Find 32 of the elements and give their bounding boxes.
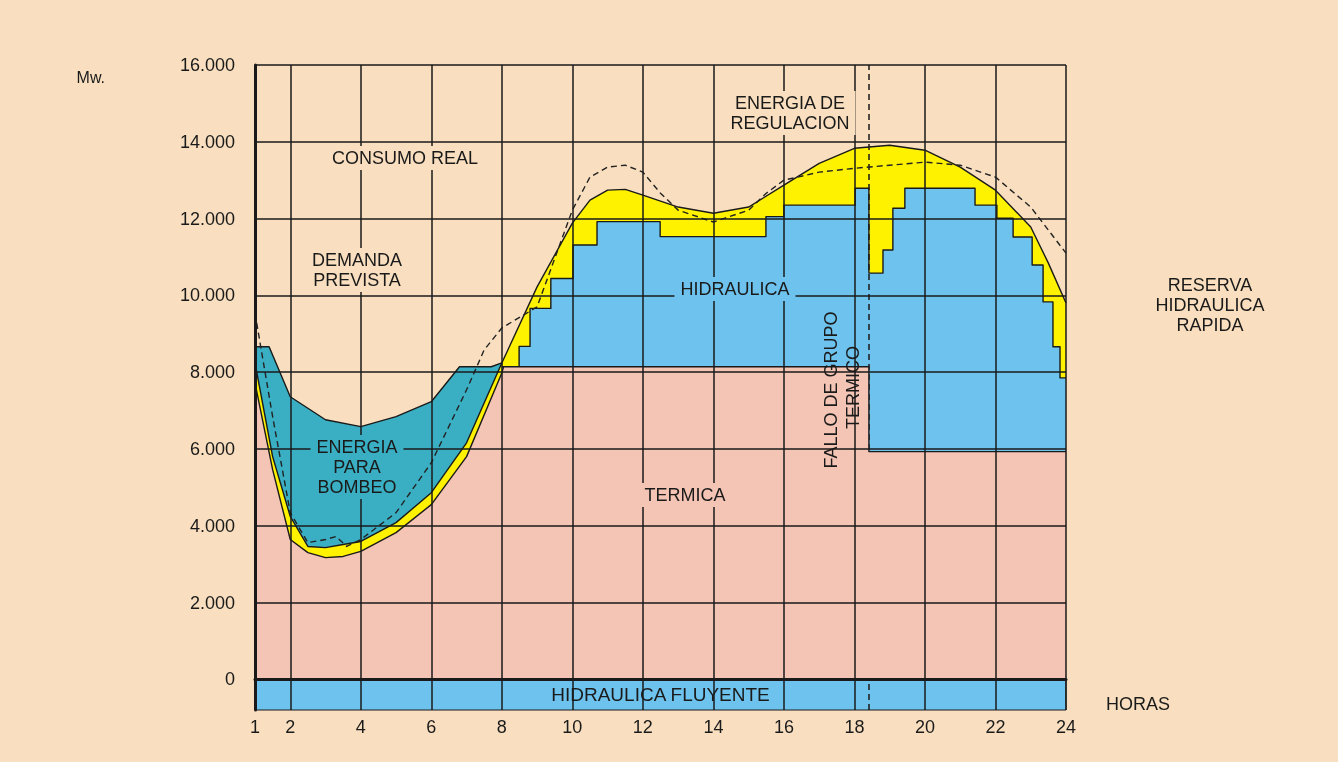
x-tick-label: 6	[426, 717, 437, 737]
x-tick-label: 18	[844, 717, 865, 737]
y-tick-label: 10.000	[179, 285, 235, 306]
x-tick-label: 22	[985, 717, 1006, 737]
x-tick-label: 20	[914, 717, 935, 737]
y-tick-label: 0	[224, 669, 235, 690]
x-tick-label: 4	[355, 717, 366, 737]
annotation: CONSUMO REAL	[331, 148, 479, 168]
x-tick-label: 10	[562, 717, 583, 737]
y-tick-label: 6.000	[189, 438, 235, 459]
x-tick-label: 8	[496, 717, 507, 737]
x-tick-label: 1	[249, 717, 261, 737]
text: RESERVA HIDRAULICA RAPIDA	[1155, 275, 1265, 335]
x-axis-title: HORAS	[1106, 694, 1171, 715]
y-tick-label: 8.000	[189, 362, 235, 383]
y-tick-label: 16.000	[179, 55, 235, 75]
ref-line-label: FALLO DE GRUPO TERMICO	[820, 306, 863, 469]
annotation: ENERGIA DE REGULACION	[730, 93, 850, 133]
annotation: TERMICA	[644, 485, 726, 505]
x-tick-label: 12	[632, 717, 653, 737]
y-tick-label: 14.000	[179, 131, 235, 152]
y-tick-label: 4.000	[189, 515, 235, 536]
annotation: HIDRAULICA	[680, 279, 790, 299]
x-tick-label: 24	[1055, 717, 1077, 737]
y-tick-label: 2.000	[189, 592, 235, 613]
annotation: DEMANDA PREVISTA	[311, 250, 403, 290]
x-tick-label: 14	[703, 717, 724, 737]
x-tick-label: 16	[773, 717, 794, 737]
annotation: ENERGIA PARA BOMBEO	[316, 437, 398, 497]
x-tick-label: 2	[285, 717, 296, 737]
y-tick-label: 12.000	[179, 208, 235, 229]
y-axis-title: Mw.	[76, 68, 105, 86]
